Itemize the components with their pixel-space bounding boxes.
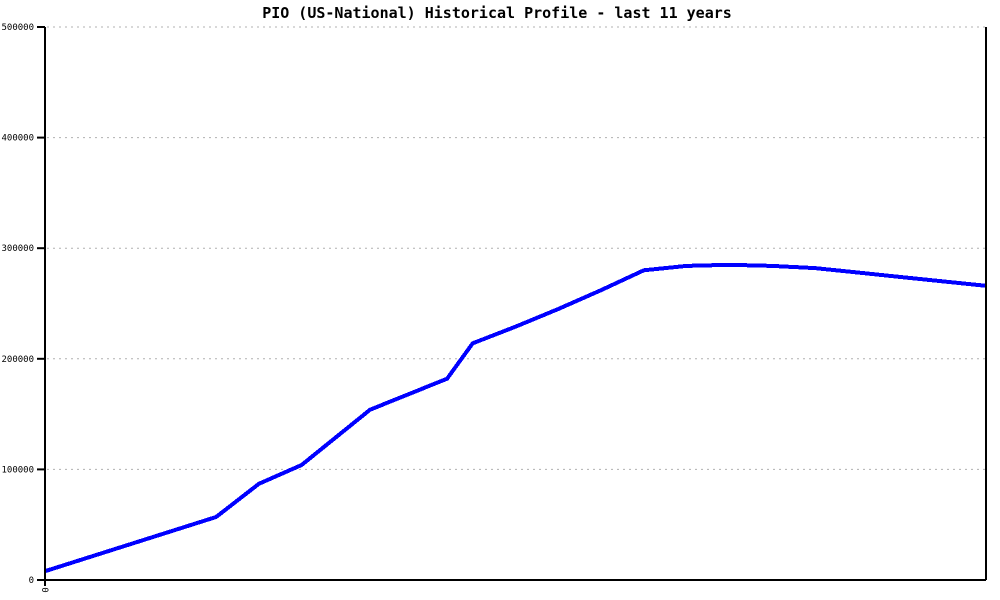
y-tick-label: 300000 (1, 244, 34, 254)
grid-layer (47, 26, 986, 470)
axes-layer (37, 26, 987, 586)
series-layer (44, 262, 987, 574)
data-series-line (44, 262, 987, 574)
x-tick-label: 0 (39, 587, 49, 592)
tick-labels-layer: 0 100000 200000 300000 400000 500000 0 (1, 23, 49, 593)
y-tick-label: 500000 (1, 23, 34, 33)
y-tick-label: 0 (29, 576, 34, 586)
y-tick-label: 200000 (1, 355, 34, 365)
chart-title: PIO (US-National) Historical Profile - l… (262, 4, 732, 22)
y-tick-label: 400000 (1, 134, 34, 144)
y-tick-label: 100000 (1, 465, 34, 475)
